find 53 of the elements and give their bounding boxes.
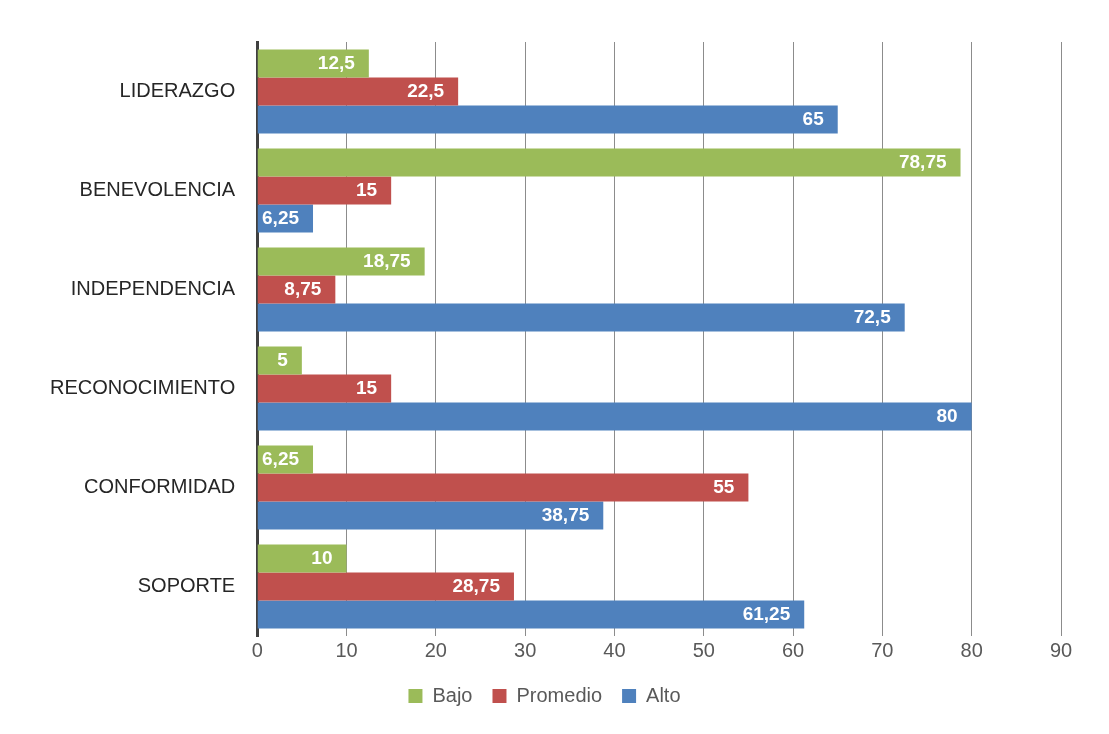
data-label: 15 — [356, 376, 378, 398]
bar — [257, 402, 972, 431]
x-tick-label: 90 — [1049, 638, 1073, 661]
data-label: 10 — [311, 546, 333, 568]
data-label: 15 — [356, 178, 378, 200]
data-label: 61,25 — [742, 602, 791, 624]
data-label: 55 — [713, 475, 735, 497]
data-label: 12,5 — [317, 51, 356, 73]
x-tick-label: 40 — [603, 638, 626, 661]
bar — [257, 303, 905, 332]
bar — [257, 176, 392, 205]
x-tick-label: 70 — [871, 638, 894, 661]
x-tick-label: 0 — [251, 638, 263, 661]
bar — [257, 77, 459, 106]
data-label: 6,25 — [262, 206, 300, 228]
bar — [257, 49, 369, 78]
bar — [257, 572, 514, 601]
data-label: 18,75 — [363, 249, 412, 271]
y-tick-label: SOPORTE — [137, 574, 236, 597]
x-tick-label: 30 — [514, 638, 537, 661]
bar — [257, 346, 302, 375]
x-tick-label: 20 — [424, 638, 447, 661]
data-label: 22,5 — [407, 79, 445, 101]
data-label: 72,5 — [853, 305, 892, 327]
data-label: 65 — [802, 107, 825, 129]
data-label: 80 — [936, 404, 958, 426]
data-label: 5 — [277, 348, 289, 370]
legend-label: Promedio — [516, 683, 603, 706]
bar — [257, 247, 425, 276]
y-tick-label: BENEVOLENCIA — [79, 178, 236, 201]
data-label: 38,75 — [541, 503, 590, 525]
bar — [257, 275, 336, 304]
legend-label: Alto — [646, 683, 681, 706]
y-tick-label: RECONOCIMIENTO — [49, 376, 236, 399]
bar — [257, 105, 838, 134]
x-tick-label: 50 — [692, 638, 715, 661]
bar — [257, 501, 604, 530]
data-label: 8,75 — [284, 277, 322, 299]
bar — [257, 374, 392, 403]
data-label: 78,75 — [898, 150, 947, 172]
data-label: 28,75 — [452, 574, 501, 596]
x-tick-label: 60 — [781, 638, 805, 661]
x-tick-label: 10 — [335, 638, 358, 661]
bar — [257, 148, 961, 177]
x-tick-label: 80 — [960, 638, 983, 661]
y-tick-label: LIDERAZGO — [119, 79, 236, 102]
legend-label: Bajo — [432, 683, 473, 706]
bar — [257, 544, 347, 573]
data-label: 6,25 — [262, 447, 300, 469]
y-tick-label: INDEPENDENCIA — [70, 277, 236, 300]
bar — [257, 473, 749, 502]
y-tick-label: CONFORMIDAD — [84, 475, 236, 498]
bar — [257, 600, 805, 629]
